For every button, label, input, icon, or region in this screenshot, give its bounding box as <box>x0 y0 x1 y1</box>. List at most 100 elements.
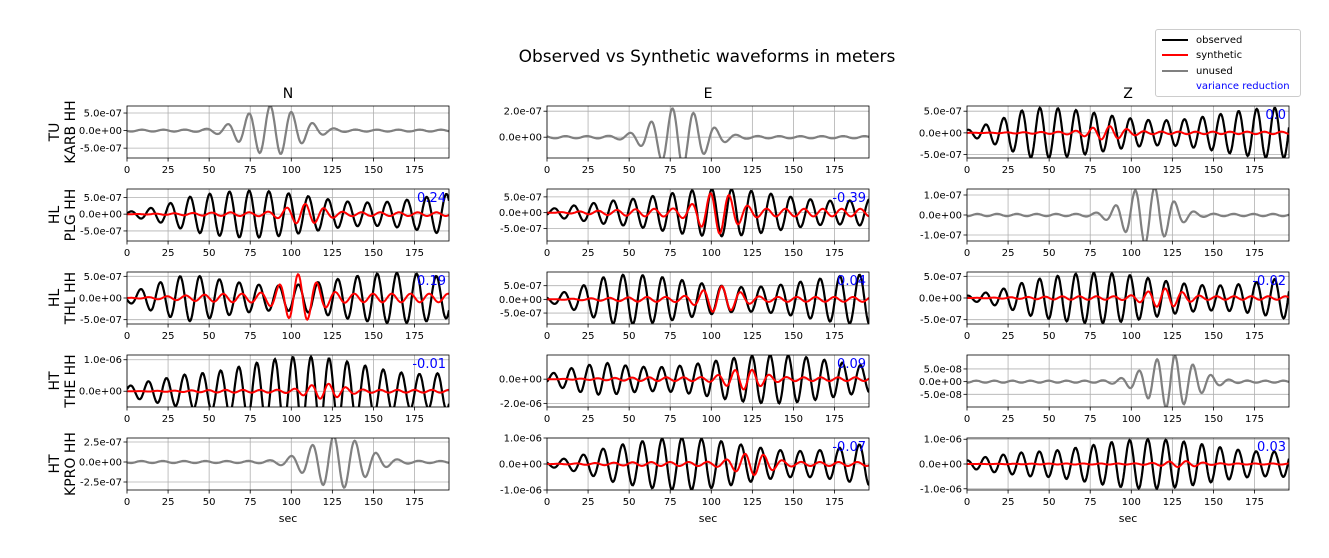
x-tick-label: 50 <box>623 414 636 425</box>
x-tick-label: 175 <box>405 165 424 176</box>
station-name-label: PLG HH <box>63 189 79 242</box>
x-tick-label: 100 <box>702 165 721 176</box>
observed-trace <box>127 355 449 407</box>
x-axis-label: sec <box>1119 512 1138 525</box>
observed-trace <box>547 273 869 324</box>
observed-trace <box>967 438 1289 490</box>
x-tick-label: 0 <box>544 165 550 176</box>
y-tick-label: 0.0e+00 <box>79 458 122 469</box>
y-tick-label: -1.0e-06 <box>920 484 962 495</box>
x-tick-label: 150 <box>784 248 803 259</box>
x-tick-label: 75 <box>664 165 677 176</box>
x-tick-label: 50 <box>623 497 636 508</box>
y-tick-label: 0.0e+00 <box>919 294 962 305</box>
legend-item-synthetic: synthetic <box>1162 48 1242 62</box>
panel-frame <box>126 188 450 242</box>
synthetic-trace <box>547 368 869 391</box>
x-tick-label: 150 <box>1204 497 1223 508</box>
synthetic-trace <box>967 287 1289 308</box>
y-tick-label: 0.0e+00 <box>919 211 962 222</box>
x-tick-label: 75 <box>1084 414 1097 425</box>
x-tick-label: 175 <box>825 248 844 259</box>
panel-HL-N: 5.0e-07 0.0e+00 -5.0e-070 25 50 75 100 125 150 17… <box>79 271 450 342</box>
y-tick-label: 5.0e-07 <box>84 272 122 283</box>
y-tick-label: 0.0e+00 <box>919 460 962 471</box>
panel-HL-Z: 5.0e-07 0.0e+00 -5.0e-070 25 50 75 100 125 150 17… <box>919 271 1290 342</box>
x-tick-label: 150 <box>1204 248 1223 259</box>
x-tick-label: 75 <box>664 497 677 508</box>
x-tick-label: 0 <box>964 414 970 425</box>
panel-frame <box>546 271 870 325</box>
x-tick-label: 125 <box>323 331 342 342</box>
y-tick-label: 0.0e+00 <box>919 128 962 139</box>
legend: observed synthetic unused variance reduc… <box>1155 29 1301 97</box>
legend-label-unused: unused <box>1196 65 1233 77</box>
x-tick-label: 50 <box>203 331 216 342</box>
x-tick-label: 150 <box>784 497 803 508</box>
trace-group <box>967 355 1289 407</box>
x-tick-label: 0 <box>964 165 970 176</box>
legend-swatch-observed <box>1162 39 1188 41</box>
y-tick-label: -5.0e-07 <box>80 226 122 237</box>
x-tick-label: 125 <box>743 165 762 176</box>
x-tick-label: 175 <box>825 165 844 176</box>
y-tick-label: 5.0e-08 <box>924 364 962 375</box>
y-tick-label: -5.0e-07 <box>500 309 542 320</box>
x-tick-label: 50 <box>623 165 636 176</box>
figure-title: Observed vs Synthetic waveforms in meter… <box>519 47 896 67</box>
variance-reduction-label: 0.24 <box>417 191 446 206</box>
station-name-label: THE HH <box>63 354 79 408</box>
y-tick-label: 1.0e-06 <box>84 355 122 366</box>
x-tick-label: 75 <box>1084 248 1097 259</box>
x-tick-label: 25 <box>1002 414 1015 425</box>
y-tick-label: 1.0e-07 <box>924 191 962 202</box>
x-tick-label: 25 <box>582 414 595 425</box>
y-tick-label: 0.0e+00 <box>79 294 122 305</box>
panel-HT-E: 0.0e+00 -2.0e-060 25 50 75 100 125 150 175 0.09 <box>499 354 870 425</box>
y-tick-label: -1.0e-06 <box>500 486 542 497</box>
x-tick-label: 125 <box>1163 331 1182 342</box>
trace-group <box>127 189 449 239</box>
x-tick-label: 150 <box>364 165 383 176</box>
trace-group <box>127 272 449 324</box>
x-tick-label: 75 <box>244 331 257 342</box>
x-tick-label: 125 <box>743 248 762 259</box>
panel-HT-Z: 5.0e-08 0.0e+00 -5.0e-08 0 25 50 75 100 125 150 17… <box>919 354 1290 425</box>
x-tick-label: 0 <box>544 497 550 508</box>
x-tick-label: 25 <box>162 331 175 342</box>
y-tick-label: -2.5e-07 <box>80 478 122 489</box>
x-tick-label: 50 <box>203 414 216 425</box>
x-tick-label: 50 <box>203 497 216 508</box>
y-tick-label: 0.0e+00 <box>499 133 542 144</box>
x-tick-label: 25 <box>1002 331 1015 342</box>
x-tick-label: 75 <box>244 165 257 176</box>
panel-TU-E: 2.0e-07 0.0e+00 0 25 50 75 100 125 150 175 <box>499 105 870 176</box>
legend-item-observed: observed <box>1162 33 1242 47</box>
x-tick-label: 25 <box>1002 165 1015 176</box>
x-tick-label: 50 <box>1043 165 1056 176</box>
observed-trace <box>127 189 449 239</box>
y-tick-label: -5.0e-07 <box>500 224 542 235</box>
x-tick-label: 50 <box>203 165 216 176</box>
x-tick-label: 175 <box>1245 414 1264 425</box>
y-tick-label: 0.0e+00 <box>79 210 122 221</box>
x-axis-label: sec <box>279 512 298 525</box>
variance-reduction-label: 0.04 <box>837 274 866 289</box>
panel-HT-E: 1.0e-06 0.0e+00 -1.0e-060 25 50 75 100 125 150 17… <box>499 434 870 508</box>
x-tick-label: 125 <box>1163 165 1182 176</box>
x-tick-label: 75 <box>244 497 257 508</box>
panel-frame <box>966 271 1290 325</box>
x-tick-label: 75 <box>244 248 257 259</box>
panel-HL-E: 5.0e-07 0.0e+00 -5.0e-070 25 50 75 100 125 150 17… <box>499 271 870 342</box>
station-network-label: HL <box>47 206 63 225</box>
panel-frame <box>966 188 1290 242</box>
panel-TU-Z: 5.0e-07 0.0e+00 -5.0e-070 25 50 75 100 125 150 17… <box>919 105 1290 176</box>
component-title-Z: Z <box>1123 86 1133 102</box>
x-tick-label: 50 <box>623 248 636 259</box>
x-tick-label: 50 <box>203 248 216 259</box>
x-tick-label: 150 <box>364 331 383 342</box>
trace-group <box>547 107 869 158</box>
panel-frame <box>546 105 870 159</box>
x-tick-label: 75 <box>664 414 677 425</box>
y-tick-label: 5.0e-07 <box>924 272 962 283</box>
